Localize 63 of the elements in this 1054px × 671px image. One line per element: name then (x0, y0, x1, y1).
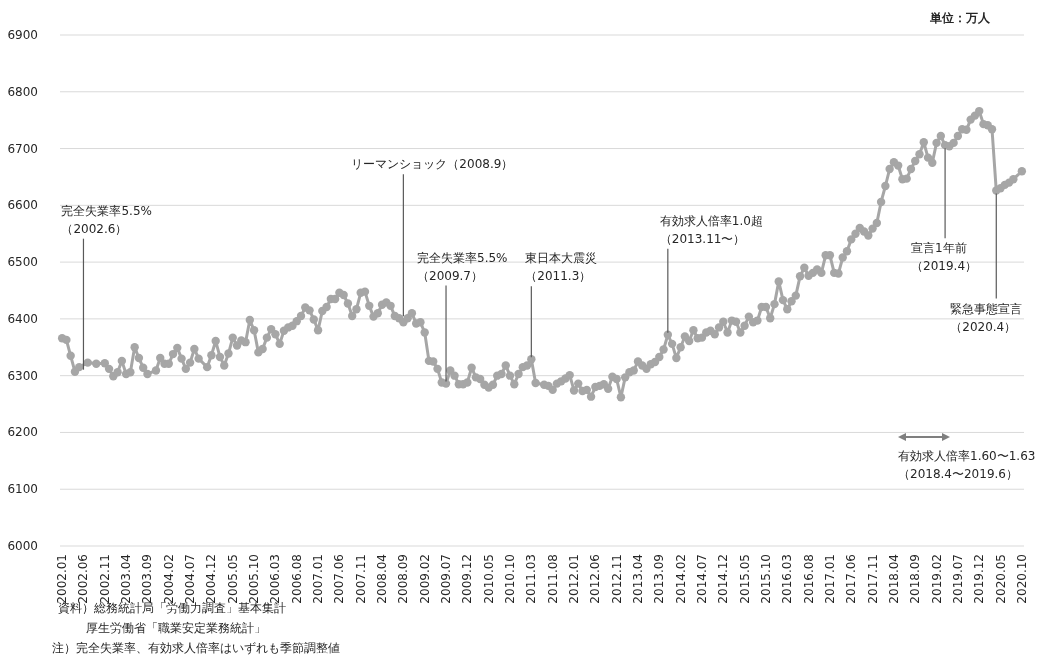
annotation: 有効求人倍率1.60〜1.63（2018.4〜2019.6） (898, 449, 1036, 481)
x-tick-label: 2020.05 (993, 554, 1008, 604)
x-tick-label: 2013.09 (652, 554, 667, 604)
text: 厚生労働省「職業安定業務統計」 (86, 621, 266, 635)
y-tick-label: 6100 (7, 482, 38, 497)
x-tick-label: 2020.10 (1014, 554, 1029, 604)
y-tick-label: 6300 (7, 368, 38, 383)
x-tick-label: 2007.01 (311, 554, 326, 604)
annotation: 東日本大震災（2011.3） (525, 251, 598, 284)
x-tick-label: 2013.04 (630, 554, 645, 604)
annotation: 完全失業率5.5%（2009.7） (417, 250, 508, 283)
x-tick-label: 2004.07 (183, 554, 198, 604)
x-tick-label: 2002.01 (55, 554, 70, 604)
x-tick-label: 2007.06 (332, 554, 347, 604)
x-tick-label: 2012.06 (588, 554, 603, 604)
x-tick-label: 2009.12 (460, 554, 475, 604)
x-tick-label: 2008.04 (375, 554, 390, 604)
text: 単位：万人 (929, 11, 991, 25)
y-tick-label: 6900 (7, 28, 38, 42)
x-tick-label: 2019.02 (929, 554, 944, 604)
annotation: 完全失業率5.5%（2002.6） (61, 203, 152, 236)
annotation: 有効求人倍率1.0超（2013.11〜） (659, 213, 763, 246)
y-tick-label: 6500 (7, 255, 38, 270)
y-tick-label: 6200 (7, 425, 38, 440)
x-tick-label: 2015.05 (737, 554, 752, 604)
annotation: 緊急事態宣言（2020.4） (950, 301, 1023, 334)
x-tick-label: 2009.02 (417, 554, 432, 604)
annotation: リーマンショック（2008.9） (351, 157, 514, 172)
x-tick-label: 2005.05 (225, 554, 240, 604)
x-tick-label: 2005.10 (247, 554, 262, 604)
y-tick-label: 6700 (7, 141, 38, 156)
x-tick-label: 2015.10 (758, 554, 773, 604)
x-tick-label: 2016.03 (780, 554, 795, 604)
x-tick-label: 2006.08 (289, 554, 304, 604)
x-tick-label: 2012.11 (609, 554, 624, 604)
x-tick-label: 2019.12 (972, 554, 987, 604)
x-tick-label: 2017.06 (844, 554, 859, 604)
y-tick-label: 6800 (7, 84, 38, 99)
x-tick-label: 2002.06 (76, 554, 91, 604)
x-tick-label: 2018.09 (908, 554, 923, 604)
x-tick-label: 2011.08 (545, 554, 560, 604)
x-tick-label: 2004.12 (204, 554, 219, 604)
x-tick-label: 2009.07 (439, 554, 454, 604)
x-tick-label: 2018.04 (886, 554, 901, 604)
x-tick-label: 2014.02 (673, 554, 688, 604)
x-tick-label: 2007.11 (353, 554, 368, 604)
text: 注）完全失業率、有効求人倍率はいずれも季節調整値 (52, 641, 340, 655)
x-tick-label: 2002.11 (97, 554, 112, 604)
x-tick-label: 2011.03 (524, 554, 539, 604)
x-tick-label: 2017.11 (865, 554, 880, 604)
x-tick-label: 2019.07 (950, 554, 965, 604)
x-tick-label: 2010.10 (503, 554, 518, 604)
x-tick-label: 2014.12 (716, 554, 731, 604)
y-tick-label: 6000 (7, 539, 38, 553)
annotation: 宣言1年前（2019.4） (911, 241, 978, 274)
y-tick-label: 6400 (7, 311, 38, 326)
x-tick-label: 2010.05 (481, 554, 496, 604)
x-tick-label: 2014.07 (694, 554, 709, 604)
x-tick-label: 2017.01 (822, 554, 837, 604)
x-tick-label: 2016.08 (801, 554, 816, 604)
y-tick-label: 6600 (7, 198, 38, 213)
x-tick-label: 2008.09 (396, 554, 411, 604)
x-tick-label: 2012.01 (566, 554, 581, 604)
